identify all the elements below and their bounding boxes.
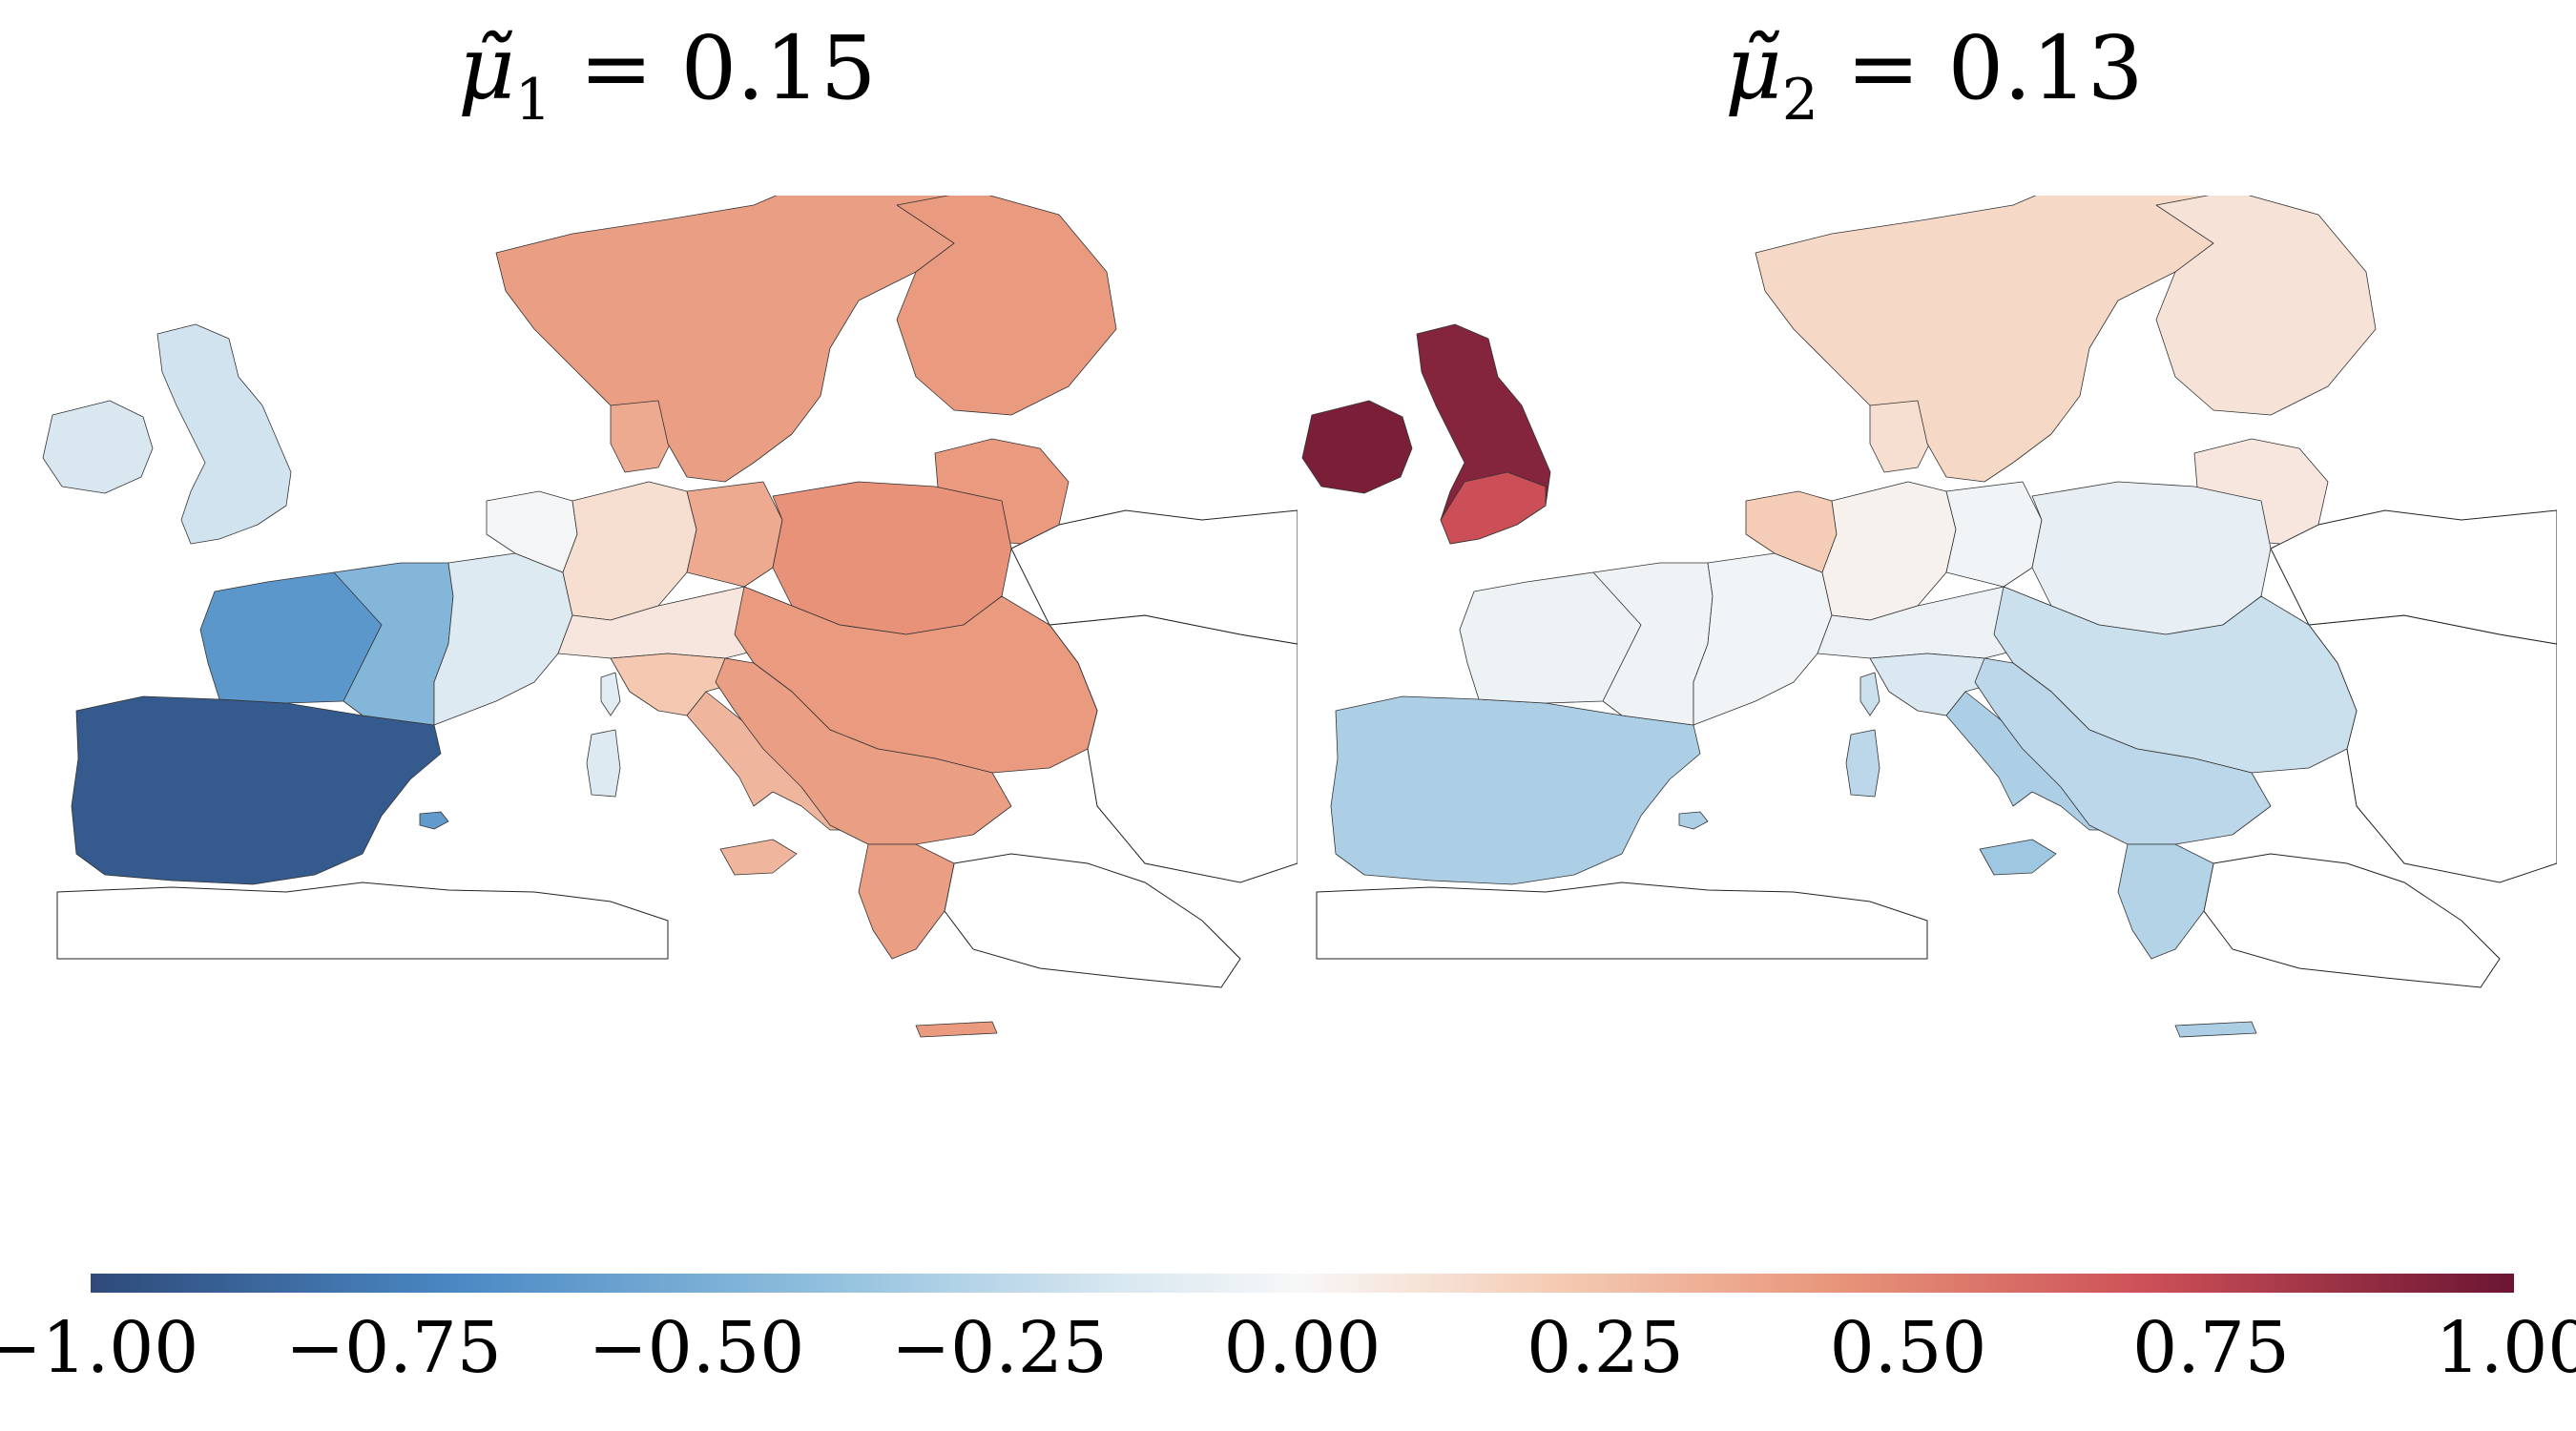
region-balkans (1974, 657, 2272, 845)
region-sardinia (1845, 729, 1880, 798)
region-finland (896, 196, 1117, 416)
title-symbol: μ̃ (458, 17, 515, 119)
region-greece (858, 843, 955, 960)
colorbar-tick-label: 1.00 (2435, 1307, 2576, 1389)
region-corsica (1859, 672, 1880, 716)
panel-2-title: μ̃2 = 0.13 (1725, 17, 2143, 134)
no-data-land (2270, 509, 2557, 645)
no-data-land (2203, 853, 2501, 988)
region-crete (2174, 1021, 2257, 1038)
region-balearic (419, 811, 449, 830)
region-poland (2031, 481, 2272, 635)
no-data-land (56, 881, 669, 960)
no-data-land (944, 853, 1241, 988)
region-finland (2155, 196, 2377, 416)
region-sicily (1979, 839, 2057, 876)
region-germany-east (1945, 481, 2043, 588)
colorbar-tick-label: 0.75 (2132, 1307, 2290, 1389)
title-value: = 0.13 (1846, 17, 2144, 119)
title-symbol: μ̃ (1725, 17, 1782, 119)
colorbar (91, 1274, 2514, 1293)
region-balkans (715, 657, 1012, 845)
region-iberia (1330, 695, 1701, 885)
region-greece (2117, 843, 2214, 960)
region-ireland (42, 400, 154, 494)
region-ireland (1301, 400, 1413, 494)
europe-map-panel-2 (1301, 196, 2557, 1038)
colorbar-tick-label: −0.50 (588, 1307, 805, 1389)
colorbar-tick-label: 0.25 (1527, 1307, 1684, 1389)
region-germany-east (686, 481, 783, 588)
region-sardinia (586, 729, 621, 798)
no-data-land (1010, 509, 1298, 645)
region-iberia (71, 695, 442, 885)
colorbar-tick-label: 0.50 (1829, 1307, 1987, 1389)
region-corsica (600, 672, 621, 716)
no-data-land (1316, 881, 1928, 960)
region-scandinavia (495, 196, 993, 483)
colorbar-tick-label: 0.00 (1223, 1307, 1381, 1389)
colorbar-tick-label: −0.75 (285, 1307, 502, 1389)
region-germany-west (562, 481, 697, 621)
title-value: = 0.15 (579, 17, 877, 119)
region-france-east (433, 552, 573, 726)
europe-map-panel-1 (42, 196, 1298, 1038)
title-subscript: 2 (1781, 67, 1818, 134)
region-uk (156, 323, 292, 545)
colorbar-tick-label: −1.00 (0, 1307, 199, 1389)
colorbar-tick-label: −0.25 (891, 1307, 1108, 1389)
region-sicily (719, 839, 798, 876)
title-subscript: 1 (514, 67, 551, 134)
panel-1-title: μ̃1 = 0.15 (458, 17, 876, 134)
region-uk-south (1440, 471, 1547, 545)
region-scandinavia (1755, 196, 2253, 483)
region-poland (772, 481, 1012, 635)
region-crete (915, 1021, 998, 1038)
region-balearic (1678, 811, 1709, 830)
region-france-east (1693, 552, 1833, 726)
region-germany-west (1821, 481, 1957, 621)
